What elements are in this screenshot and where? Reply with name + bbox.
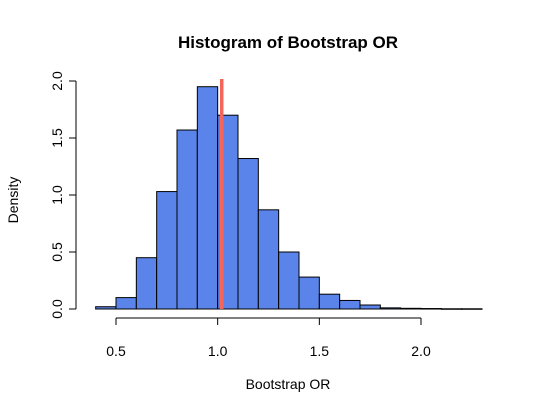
histogram-bar-13 [359,304,381,310]
y-axis: 0.0 0.5 1.0 1.5 2.0 [49,71,77,319]
histogram-bar-3 [156,191,178,310]
histogram-bar-0 [95,306,117,310]
x-axis: 0.5 1.0 1.5 2.0 [106,317,431,359]
histogram-bar-2 [135,257,158,310]
x-tick-label-2: 1.5 [310,343,330,359]
y-tick-label-1: 0.5 [49,242,65,262]
y-tick-label-2: 1.0 [49,185,65,205]
histogram-bar-11 [318,293,341,310]
histogram-bar-12 [339,299,361,310]
histogram-bar-9 [278,251,300,310]
y-tick-label-4: 2.0 [49,71,65,91]
histogram-bar-15 [400,307,422,310]
histogram-bar-14 [379,307,402,310]
histogram-bar-18 [461,308,483,310]
y-tick-label-0: 0.0 [49,299,65,319]
x-tick-label-3: 2.0 [411,343,431,359]
y-tick-label-3: 1.5 [49,128,65,148]
histogram-bar-1 [115,297,137,310]
histogram-bar-5 [196,86,219,310]
x-tick-label-1: 1.0 [208,343,228,359]
chart-title: Histogram of Bootstrap OR [178,33,398,52]
histogram-bar-8 [257,209,280,310]
x-axis-label: Bootstrap OR [246,376,331,392]
histogram-bar-16 [420,308,442,310]
histogram-bar-10 [298,276,320,310]
histogram-bar-7 [237,158,259,310]
histogram-bar-4 [176,129,198,310]
bars-group [95,86,483,310]
y-axis-label: Density [5,177,21,224]
histogram-bar-17 [440,308,463,310]
x-tick-label-0: 0.5 [106,343,126,359]
